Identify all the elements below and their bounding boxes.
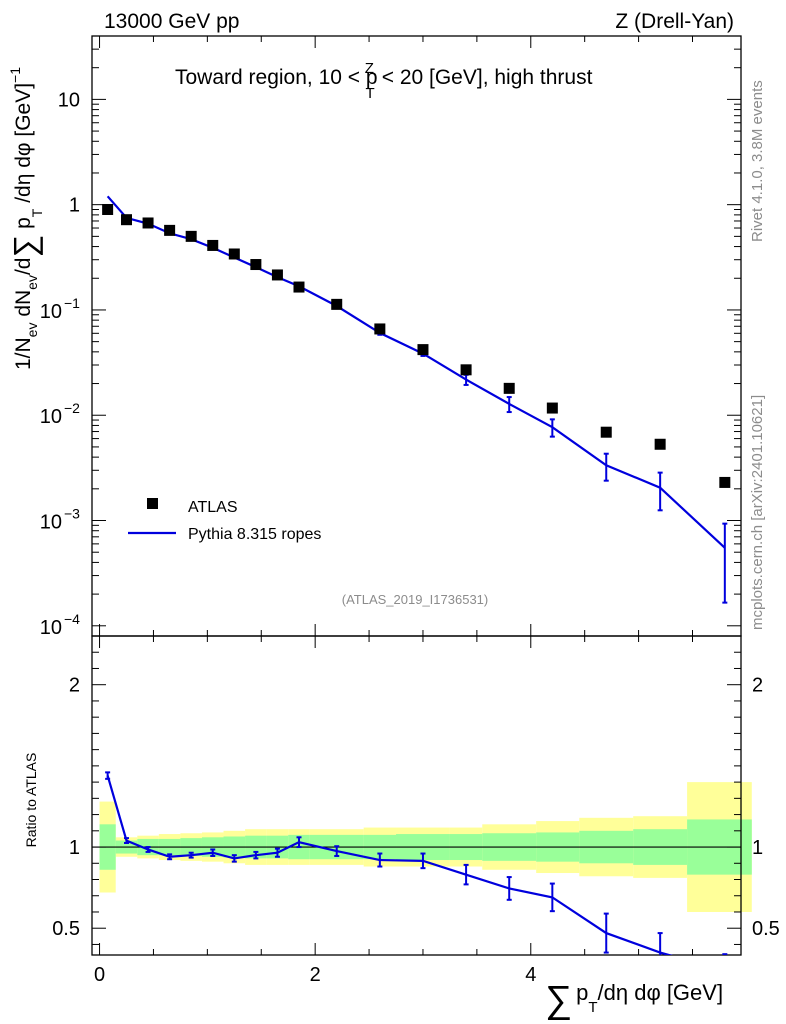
analysis-watermark: (ATLAS_2019_I1736531) [342, 592, 488, 607]
atlas-point [719, 476, 731, 488]
atlas-point [102, 203, 114, 215]
ratio-ylabel: Ratio to ATLAS [23, 753, 39, 848]
legend-mc-label: Pythia 8.315 ropes [188, 526, 321, 543]
ratio-axis-ticks: 0 2 4 0.5 0.5 1 1 2 2 [52, 636, 780, 986]
y-tick-label: 1 [69, 195, 80, 217]
mc-line [106, 195, 726, 549]
header-left: 13000 GeV pp [104, 10, 239, 33]
atlas-point [271, 269, 283, 281]
atlas-point [460, 364, 472, 376]
plot-title-main: Toward region, 10 < p [175, 66, 378, 89]
atlas-point [503, 382, 515, 394]
atlas-point [293, 281, 305, 293]
y-tick-label-exp: −4 [64, 611, 80, 627]
ratio-tick-label-left: 2 [69, 675, 80, 697]
legend-data-label: ATLAS [188, 499, 238, 516]
x-tick-label: 4 [525, 964, 536, 986]
ratio-tick-label-left: 1 [69, 837, 80, 859]
ratio-tick-label-left: 0.5 [52, 918, 80, 940]
ratio-tick-label-right: 2 [752, 675, 763, 697]
xlabel-sum: ∑ [545, 979, 572, 1021]
plot-title: Toward region, 10 < p TZ < 20 [GeV], high… [175, 60, 593, 102]
xlabel-sub: T [588, 999, 597, 1016]
ratio-series-layer [105, 771, 728, 955]
atlas-point [600, 426, 612, 438]
mcplots-label: mcplots.cern.ch [arXiv:2401.10621] [749, 395, 766, 630]
y-tick-label-exp: −1 [64, 295, 80, 311]
y-tick-label-pow: 10 [40, 617, 62, 639]
y-tick-label-pow: 10 [40, 512, 62, 534]
atlas-point [120, 214, 132, 226]
ratio-panel [92, 782, 752, 912]
atlas-point [164, 224, 176, 236]
y-tick-label-pow: 10 [40, 301, 62, 323]
top-ylabel-4: ev [24, 275, 40, 290]
atlas-point [546, 402, 558, 414]
y-tick-label-exp: −2 [64, 400, 80, 416]
ratio-tick-label-right: 0.5 [752, 918, 780, 940]
xlabel-rest: /dη dφ [GeV] [598, 980, 724, 1005]
atlas-point [228, 248, 240, 260]
rivet-label: Rivet 4.1.0, 3.8M events [749, 80, 766, 242]
x-axis-label: ∑ pT/dη dφ [GeV] [545, 979, 723, 1021]
x-tick-label: 0 [94, 964, 105, 986]
top-series-layer [102, 195, 731, 604]
plot-title-sup: Z [365, 60, 374, 77]
top-ylabel: 1/Nev dNev/d∑ pT /dη dφ [GeV]−1 [7, 67, 45, 370]
top-ylabel-2: ev [24, 323, 40, 338]
x-tick-label: 2 [310, 964, 321, 986]
atlas-point [374, 323, 386, 335]
legend-data-marker [147, 498, 158, 509]
top-ylabel-8: /dη dφ [GeV] [12, 83, 35, 209]
top-ylabel-3: dN [12, 290, 35, 323]
atlas-point [654, 438, 666, 450]
ratio-tick-label-right: 1 [752, 837, 763, 859]
top-ylabel-7: T [29, 208, 45, 217]
y-tick-label-pow: 10 [40, 406, 62, 428]
xlabel-p: p [576, 980, 588, 1005]
y-tick-label-exp: −3 [64, 506, 80, 522]
top-frame [91, 35, 742, 637]
top-ylabel-5: /d [12, 258, 35, 276]
atlas-point [331, 298, 343, 310]
atlas-point [185, 230, 197, 242]
atlas-point [142, 217, 154, 229]
header-right: Z (Drell-Yan) [615, 10, 734, 33]
atlas-point [250, 259, 262, 271]
ratio-clipped [105, 771, 728, 955]
atlas-point [207, 239, 219, 251]
plot-title-rest: < 20 [GeV], high thrust [376, 66, 593, 89]
top-ylabel-9: −1 [7, 67, 23, 83]
top-ylabel-sum: ∑ [7, 235, 43, 258]
top-ylabel-6: p [12, 217, 35, 235]
y-tick-label: 10 [58, 89, 80, 111]
plot-title-sub: T [366, 85, 375, 102]
atlas-point [417, 344, 429, 356]
ratio-frame [91, 635, 742, 956]
top-ylabel-1: 1/N [12, 337, 35, 370]
